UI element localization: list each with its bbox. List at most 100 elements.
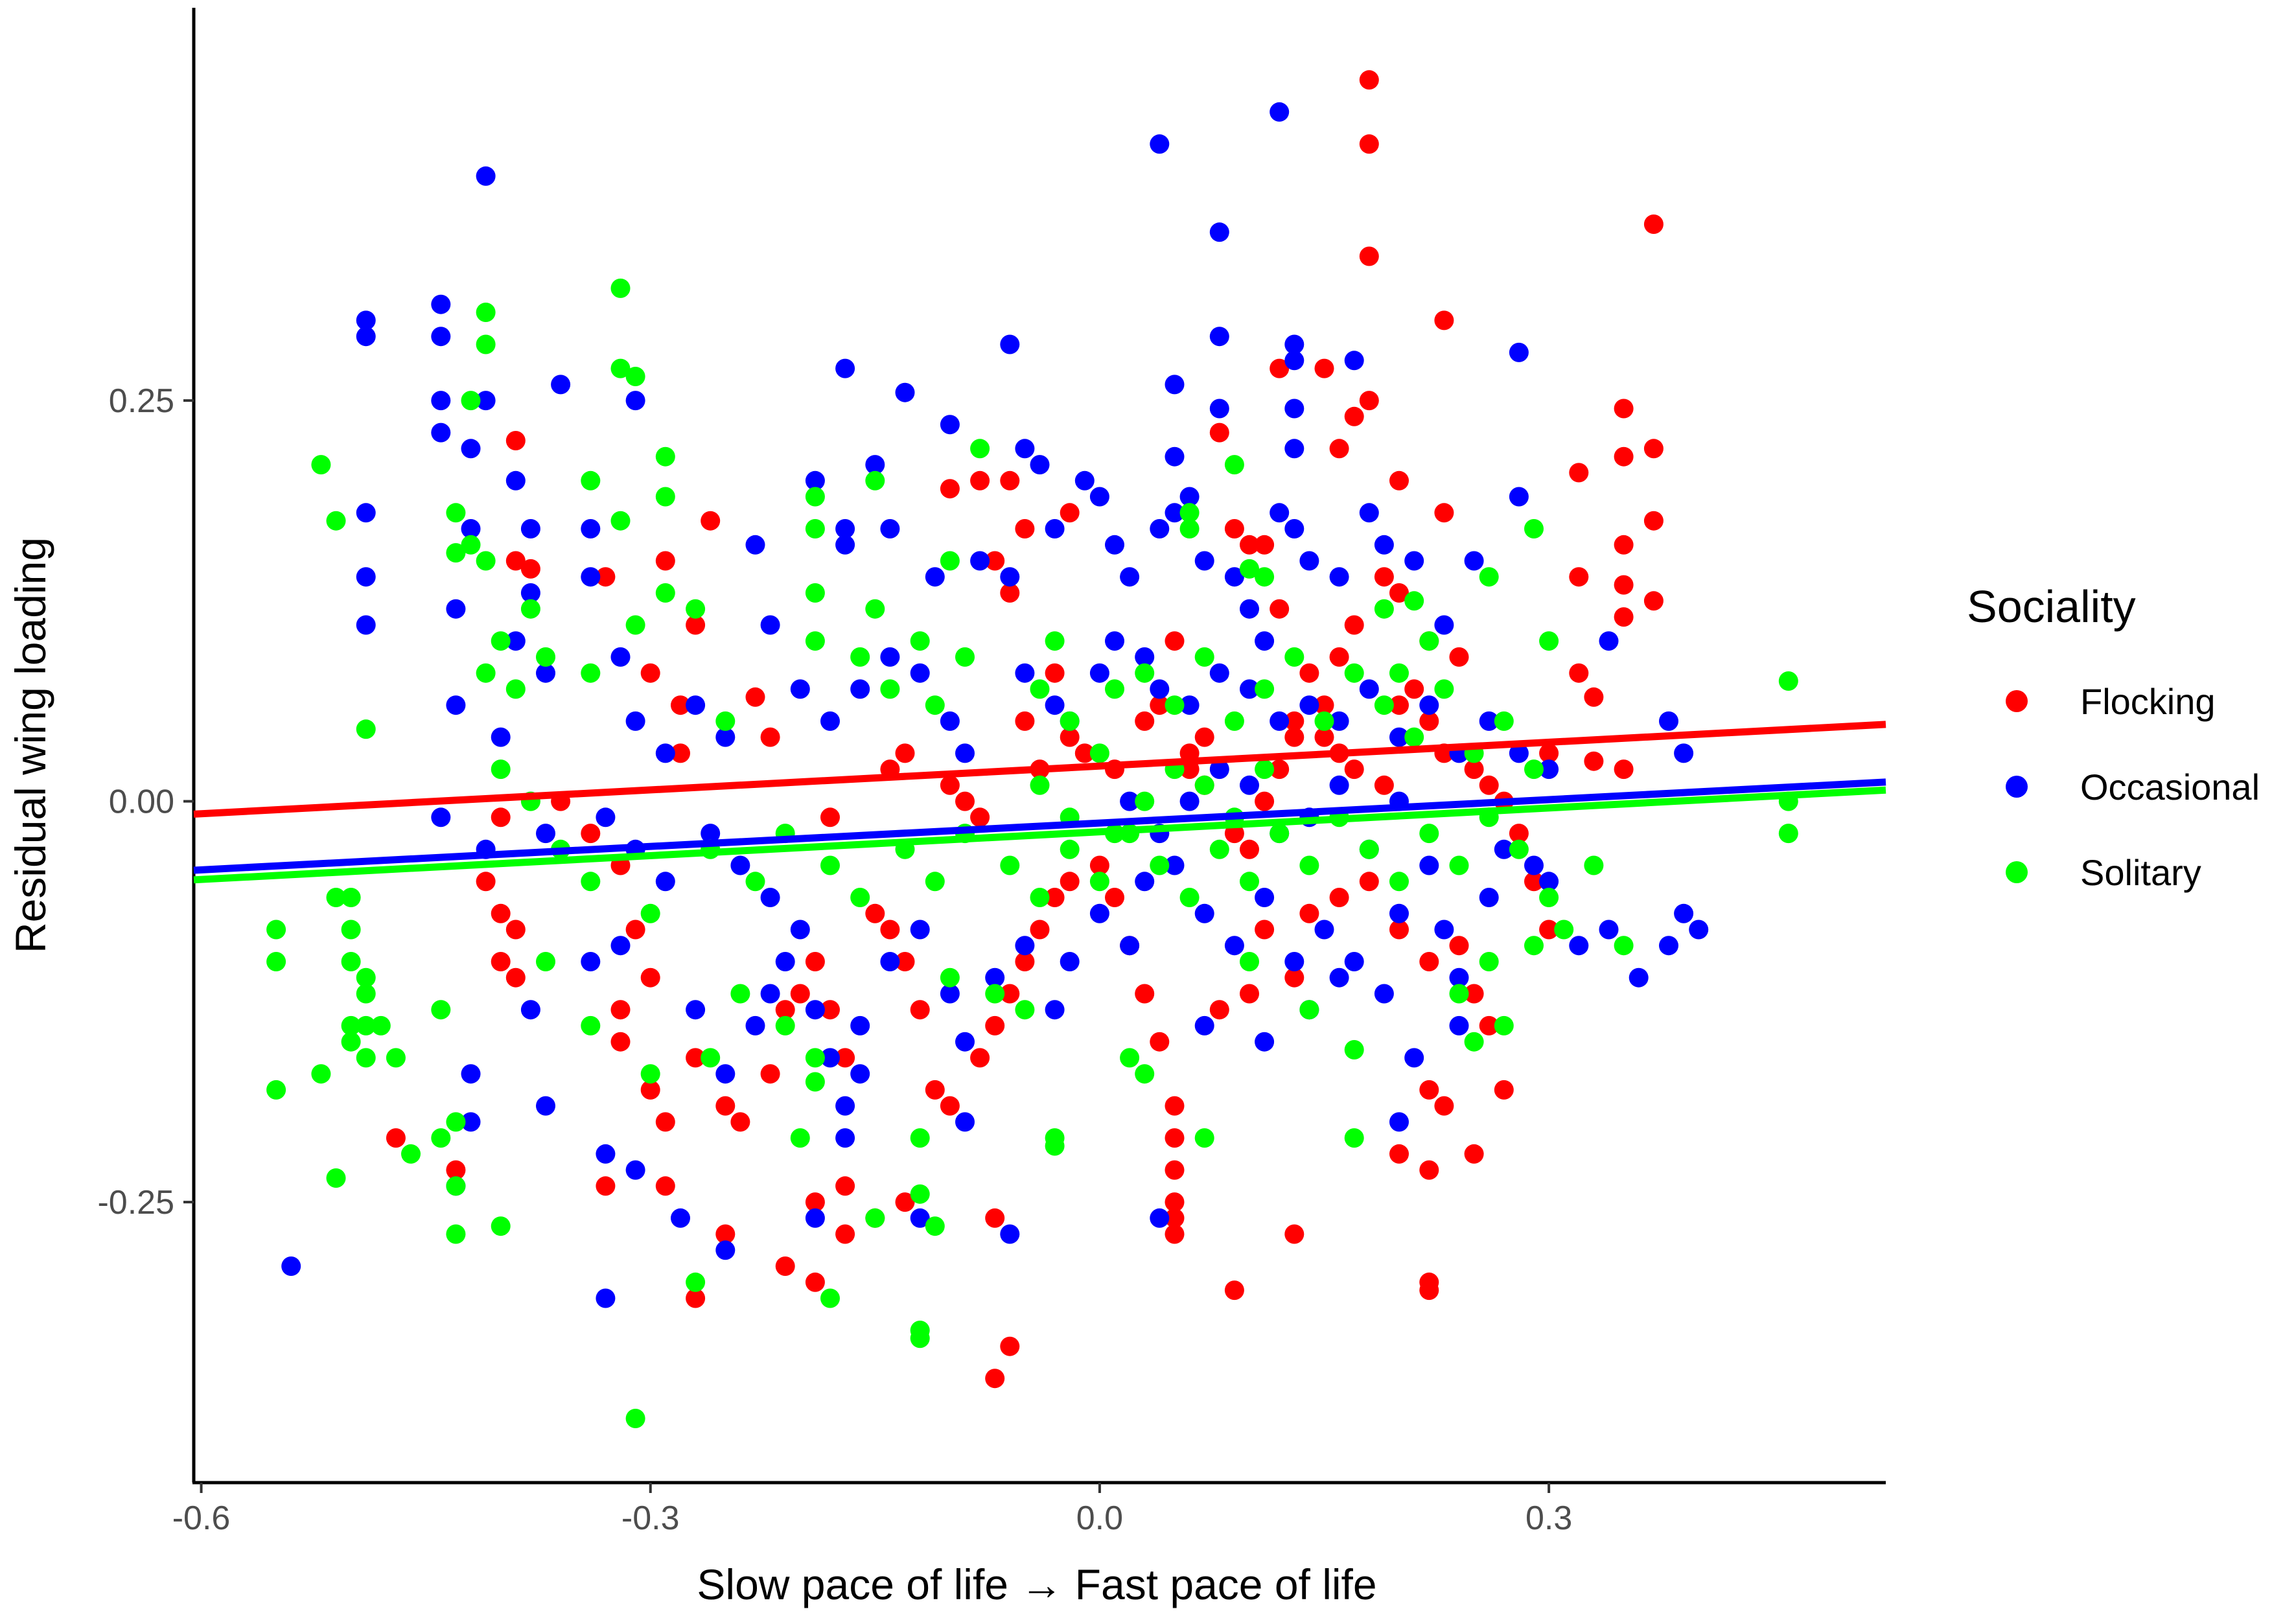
point-solitary-164 [1494,1015,1514,1036]
point-solitary-143 [865,1208,885,1228]
point-solitary-20 [865,470,885,491]
point-flocking-160 [985,1208,1005,1228]
point-flocking-145 [1464,1144,1484,1164]
point-flocking-91 [610,1000,631,1020]
point-occasional-145 [1314,920,1334,940]
point-flocking-8 [1569,463,1589,483]
point-solitary-21 [940,551,960,571]
point-flocking-156 [835,1176,855,1196]
point-occasional-22 [1165,375,1185,395]
point-occasional-181 [461,1064,481,1084]
point-occasional-120 [790,920,810,940]
point-solitary-62 [1314,711,1334,731]
point-occasional-54 [1329,567,1349,587]
point-flocking-6 [1643,439,1664,459]
point-flocking-171 [970,807,990,827]
point-flocking-85 [505,967,526,988]
point-solitary-171 [1135,791,1155,811]
point-occasional-123 [745,1015,765,1036]
point-flocking-66 [1314,727,1334,747]
point-solitary-163 [1464,1032,1484,1052]
point-occasional-176 [1255,1032,1275,1052]
point-solitary-95 [1240,872,1259,892]
point-flocking-95 [686,1048,706,1068]
point-occasional-138 [1135,872,1155,892]
point-occasional-107 [1659,711,1678,731]
point-solitary-25 [1224,455,1244,475]
point-occasional-129 [910,920,930,940]
point-occasional-23 [1209,399,1229,419]
point-flocking-166 [820,807,840,827]
point-flocking-56 [1344,406,1364,426]
point-occasional-157 [1599,920,1619,940]
point-occasional-8 [431,391,451,411]
point-flocking-2 [1359,246,1379,266]
point-solitary-14 [655,487,675,507]
point-flocking-121 [1150,1032,1170,1052]
point-occasional-91 [1135,647,1155,667]
point-occasional-182 [461,1112,481,1132]
point-occasional-16 [1000,334,1020,354]
point-solitary-89 [1060,839,1080,859]
point-occasional-187 [610,936,631,956]
point-occasional-81 [850,679,870,699]
point-flocking-135 [1389,920,1409,940]
point-flocking-174 [1224,824,1244,844]
point-occasional-106 [1599,631,1619,651]
point-solitary-59 [1224,711,1244,731]
point-occasional-89 [1089,663,1109,683]
y-tick-label: 0.25 [109,382,174,420]
point-flocking-129 [1240,984,1259,1004]
point-flocking-58 [1389,470,1409,491]
point-solitary-112 [341,920,361,940]
point-solitary-64 [1374,695,1394,715]
point-solitary-133 [581,1015,601,1036]
point-flocking-181 [1344,615,1364,635]
point-occasional-26 [1165,446,1185,467]
point-occasional-29 [1030,455,1050,475]
point-solitary-55 [1105,679,1124,699]
point-occasional-50 [1255,631,1275,651]
point-solitary-11 [446,543,466,563]
point-flocking-33 [940,479,960,499]
point-occasional-119 [760,888,780,907]
point-occasional-39 [1045,519,1065,538]
point-solitary-134 [640,1064,660,1084]
point-occasional-171 [910,1208,930,1228]
point-flocking-180 [1329,647,1349,667]
point-solitary-19 [865,599,885,619]
point-flocking-178 [1284,727,1305,747]
point-occasional-56 [1374,535,1394,555]
point-flocking-79 [1539,920,1559,940]
point-occasional-148 [1389,903,1409,923]
point-solitary-146 [910,1184,930,1204]
point-occasional-47 [1194,551,1214,571]
point-occasional-167 [715,1240,736,1260]
point-solitary-65 [1404,727,1424,747]
x-tick-label: -0.3 [621,1499,680,1537]
point-occasional-18 [1284,351,1305,371]
point-occasional-111 [431,807,451,827]
point-flocking-49 [1224,519,1244,538]
point-occasional-21 [1209,327,1229,347]
point-solitary-39 [476,663,496,683]
point-solitary-123 [311,1064,331,1084]
point-flocking-63 [1449,647,1469,667]
point-flocking-54 [1314,358,1334,378]
point-solitary-77 [581,872,601,892]
point-occasional-40 [1074,470,1095,491]
point-occasional-27 [940,415,960,435]
point-flocking-149 [596,1176,616,1196]
point-flocking-35 [985,551,1005,571]
point-solitary-48 [910,631,930,651]
point-occasional-118 [730,855,750,875]
point-solitary-132 [536,952,555,971]
plot-area [266,70,1798,1428]
point-flocking-111 [985,1015,1005,1036]
point-flocking-78 [1524,872,1544,892]
point-occasional-113 [536,824,555,844]
point-flocking-24 [655,551,675,571]
point-occasional-36 [925,567,945,587]
point-occasional-85 [955,743,975,763]
point-solitary-150 [940,967,960,988]
